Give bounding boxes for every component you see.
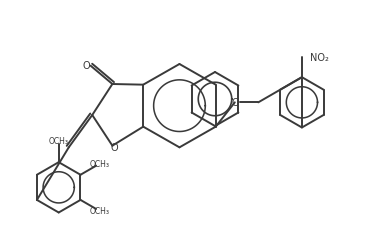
Text: O: O	[111, 142, 118, 152]
Text: NO₂: NO₂	[310, 53, 329, 63]
Text: O: O	[83, 60, 90, 70]
Text: O: O	[231, 98, 239, 108]
Text: OCH₃: OCH₃	[90, 207, 110, 216]
Text: OCH₃: OCH₃	[49, 136, 69, 145]
Text: OCH₃: OCH₃	[90, 160, 110, 169]
